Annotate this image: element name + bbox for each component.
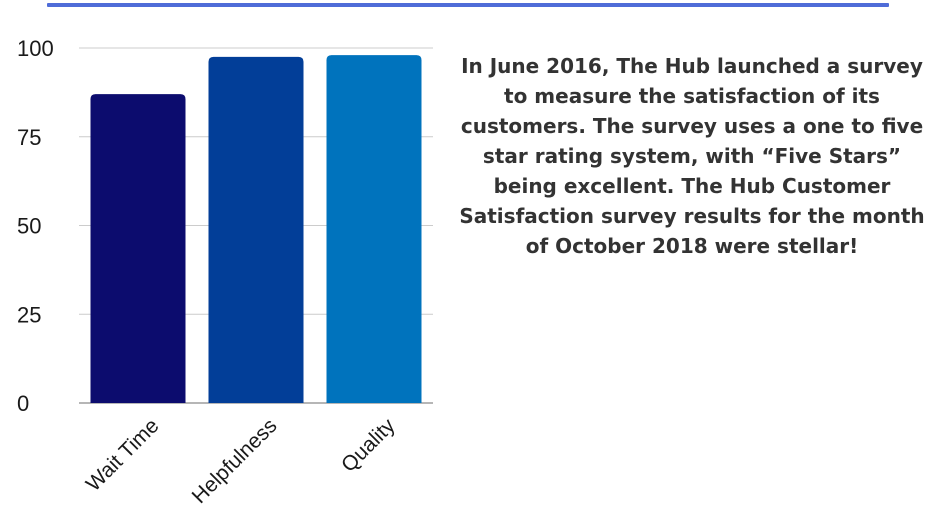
y-axis-ticks: 0 25 50 75 100 <box>17 36 54 416</box>
bar-chart: 0 25 50 75 100 Wait Time Helpfulness Quality <box>17 36 433 508</box>
y-tick-label: 0 <box>17 391 29 416</box>
bar-wait-time <box>90 94 186 404</box>
survey-description: In June 2016, The Hub launched a survey … <box>459 54 925 258</box>
bar-quality <box>326 55 422 403</box>
x-tick-label: Quality <box>337 414 400 477</box>
x-tick-label: Helpfulness <box>188 414 282 508</box>
y-tick-label: 25 <box>17 302 41 327</box>
top-divider <box>47 3 889 7</box>
x-axis-ticks: Wait Time Helpfulness Quality <box>82 414 400 508</box>
bar-helpfulness <box>208 56 304 403</box>
bars <box>90 55 422 404</box>
y-tick-label: 100 <box>17 36 54 61</box>
y-tick-label: 50 <box>17 214 41 239</box>
y-tick-label: 75 <box>17 125 41 150</box>
x-tick-label: Wait Time <box>82 414 164 496</box>
